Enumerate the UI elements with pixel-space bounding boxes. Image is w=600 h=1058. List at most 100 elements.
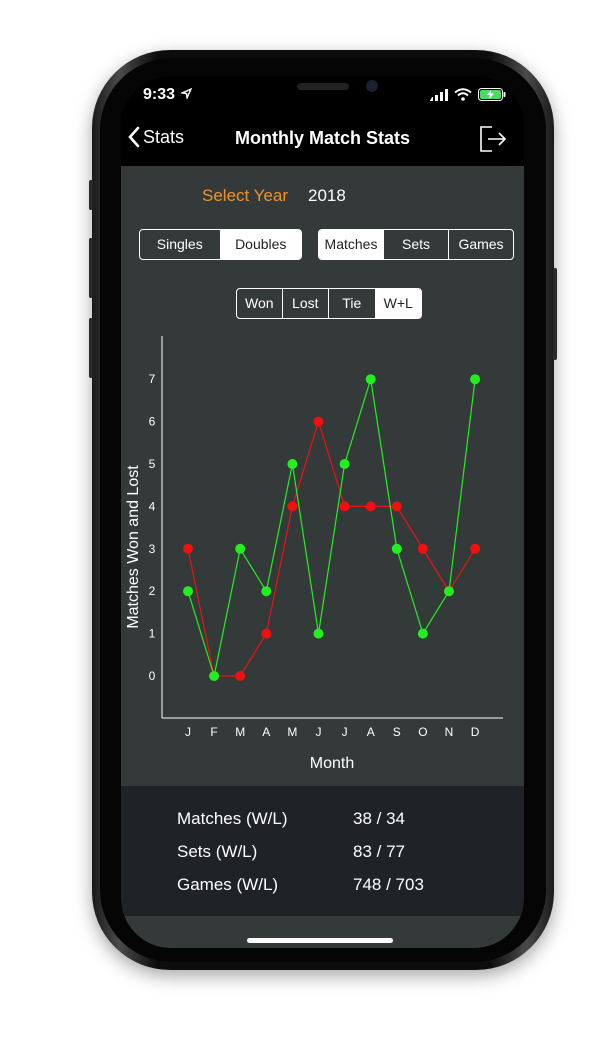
x-tick-label: J <box>342 725 348 739</box>
stats-value: 748 / 703 <box>353 875 424 894</box>
x-tick-label: A <box>367 725 375 739</box>
stats-label: Games (W/L) <box>177 875 279 894</box>
data-point-lost <box>417 543 428 554</box>
data-point-lost <box>470 543 481 554</box>
bottom-band <box>121 916 524 948</box>
data-point-won <box>287 459 298 469</box>
data-point-won <box>417 628 428 639</box>
power-button <box>553 268 557 360</box>
status-bar: 9:33 <box>121 76 524 112</box>
x-tick-label: J <box>316 725 322 739</box>
back-button[interactable]: Stats <box>127 126 184 148</box>
data-point-lost <box>365 501 376 512</box>
data-point-won <box>261 586 272 597</box>
stats-value: 83 / 77 <box>353 842 405 861</box>
data-point-won <box>444 586 454 597</box>
stats-label: Matches (W/L) <box>177 809 288 828</box>
content-area: Select Year 2018 Singles Doubles Matches… <box>121 166 524 786</box>
segment-tie[interactable]: Tie <box>329 289 376 318</box>
exit-button[interactable] <box>478 124 508 159</box>
x-axis-label: Month <box>310 755 354 772</box>
x-tick-label: J <box>185 725 191 739</box>
series-lines <box>187 379 476 677</box>
x-tick-label: M <box>287 725 297 739</box>
y-tick-label: 3 <box>149 542 156 556</box>
battery-charging-icon <box>478 88 506 101</box>
series-line-won <box>187 379 476 677</box>
mute-switch <box>89 180 93 210</box>
stats-value: 38 / 34 <box>353 809 405 828</box>
status-icons <box>430 88 506 101</box>
status-time-text: 9:33 <box>143 86 176 103</box>
location-arrow-icon <box>179 87 193 101</box>
home-indicator[interactable] <box>247 938 393 943</box>
data-point-lost <box>313 416 324 427</box>
segment-games[interactable]: Games <box>458 236 504 252</box>
y-tick-label: 5 <box>149 457 156 471</box>
exit-icon <box>480 126 507 152</box>
monthly-match-chart: 0 1 2 3 4 5 6 7 J F M A M J J A S O N D Month Matches Won … <box>125 336 503 772</box>
stats-row-sets: Sets (W/L) 83 / 77 <box>177 842 477 862</box>
data-point-won <box>339 459 350 469</box>
data-point-won <box>209 671 220 681</box>
back-label: Stats <box>143 126 185 147</box>
wifi-icon <box>454 88 472 101</box>
x-tick-label: A <box>262 725 270 739</box>
data-point-won <box>313 628 324 639</box>
front-camera <box>366 80 378 92</box>
y-tick-label: 2 <box>149 584 156 598</box>
stats-row-matches: Matches (W/L) 38 / 34 <box>177 809 477 829</box>
segment-doubles[interactable]: Doubles <box>220 230 301 259</box>
x-tick-label: M <box>235 725 245 739</box>
y-tick-label: 7 <box>149 372 156 386</box>
y-axis-label: Matches Won and Lost <box>125 465 142 629</box>
y-tick-labels: 0 1 2 3 4 5 6 7 <box>149 372 156 683</box>
data-point-lost <box>261 628 272 639</box>
volume-up-button <box>89 238 93 298</box>
x-tick-label: O <box>418 725 427 739</box>
volume-down-button <box>89 318 93 378</box>
segment-singles[interactable]: Singles <box>140 230 221 259</box>
x-tick-label: S <box>393 725 401 739</box>
x-tick-label: N <box>445 725 454 739</box>
notch <box>211 76 434 110</box>
data-point-won <box>183 586 193 597</box>
data-point-won <box>391 543 402 554</box>
segment-matches[interactable]: Matches <box>319 230 384 259</box>
segment-won[interactable]: Won <box>237 289 283 318</box>
data-point-won <box>235 543 246 554</box>
stats-row-games: Games (W/L) 748 / 703 <box>177 875 477 895</box>
speaker <box>297 83 349 90</box>
summary-stats: Matches (W/L) 38 / 34 Sets (W/L) 83 / 77… <box>121 786 524 916</box>
segment-w-plus-l[interactable]: W+L <box>375 289 421 318</box>
stats-label: Sets (W/L) <box>177 842 258 861</box>
y-tick-label: 1 <box>149 627 156 641</box>
data-point-lost <box>339 501 350 512</box>
year-value[interactable]: 2018 <box>308 186 346 205</box>
status-time: 9:33 <box>143 86 193 104</box>
x-tick-label: F <box>210 725 217 739</box>
data-point-lost <box>183 543 193 554</box>
select-year-label[interactable]: Select Year <box>202 186 289 205</box>
data-point-won <box>365 374 376 385</box>
y-tick-label: 4 <box>149 499 156 513</box>
data-point-won <box>470 374 481 385</box>
x-tick-label: D <box>471 725 480 739</box>
page-title: Monthly Match Stats <box>234 128 410 148</box>
chevron-left-icon <box>128 126 140 148</box>
segment-sets[interactable]: Sets <box>384 230 449 259</box>
y-tick-label: 0 <box>149 669 156 683</box>
metric-segmented-control: Matches Sets Games <box>318 229 514 260</box>
signal-icon <box>430 88 448 101</box>
type-segmented-control: Singles Doubles <box>139 229 302 260</box>
screen: 9:33 Stats Monthly Ma <box>121 76 524 948</box>
data-point-lost <box>391 501 402 512</box>
series-points <box>183 374 481 681</box>
y-tick-label: 6 <box>149 415 156 429</box>
data-point-lost <box>287 501 298 512</box>
segment-lost[interactable]: Lost <box>283 289 330 318</box>
nav-bar: Stats Monthly Match Stats <box>121 112 524 166</box>
result-segmented-control: Won Lost Tie W+L <box>236 288 422 319</box>
data-point-lost <box>235 671 246 681</box>
